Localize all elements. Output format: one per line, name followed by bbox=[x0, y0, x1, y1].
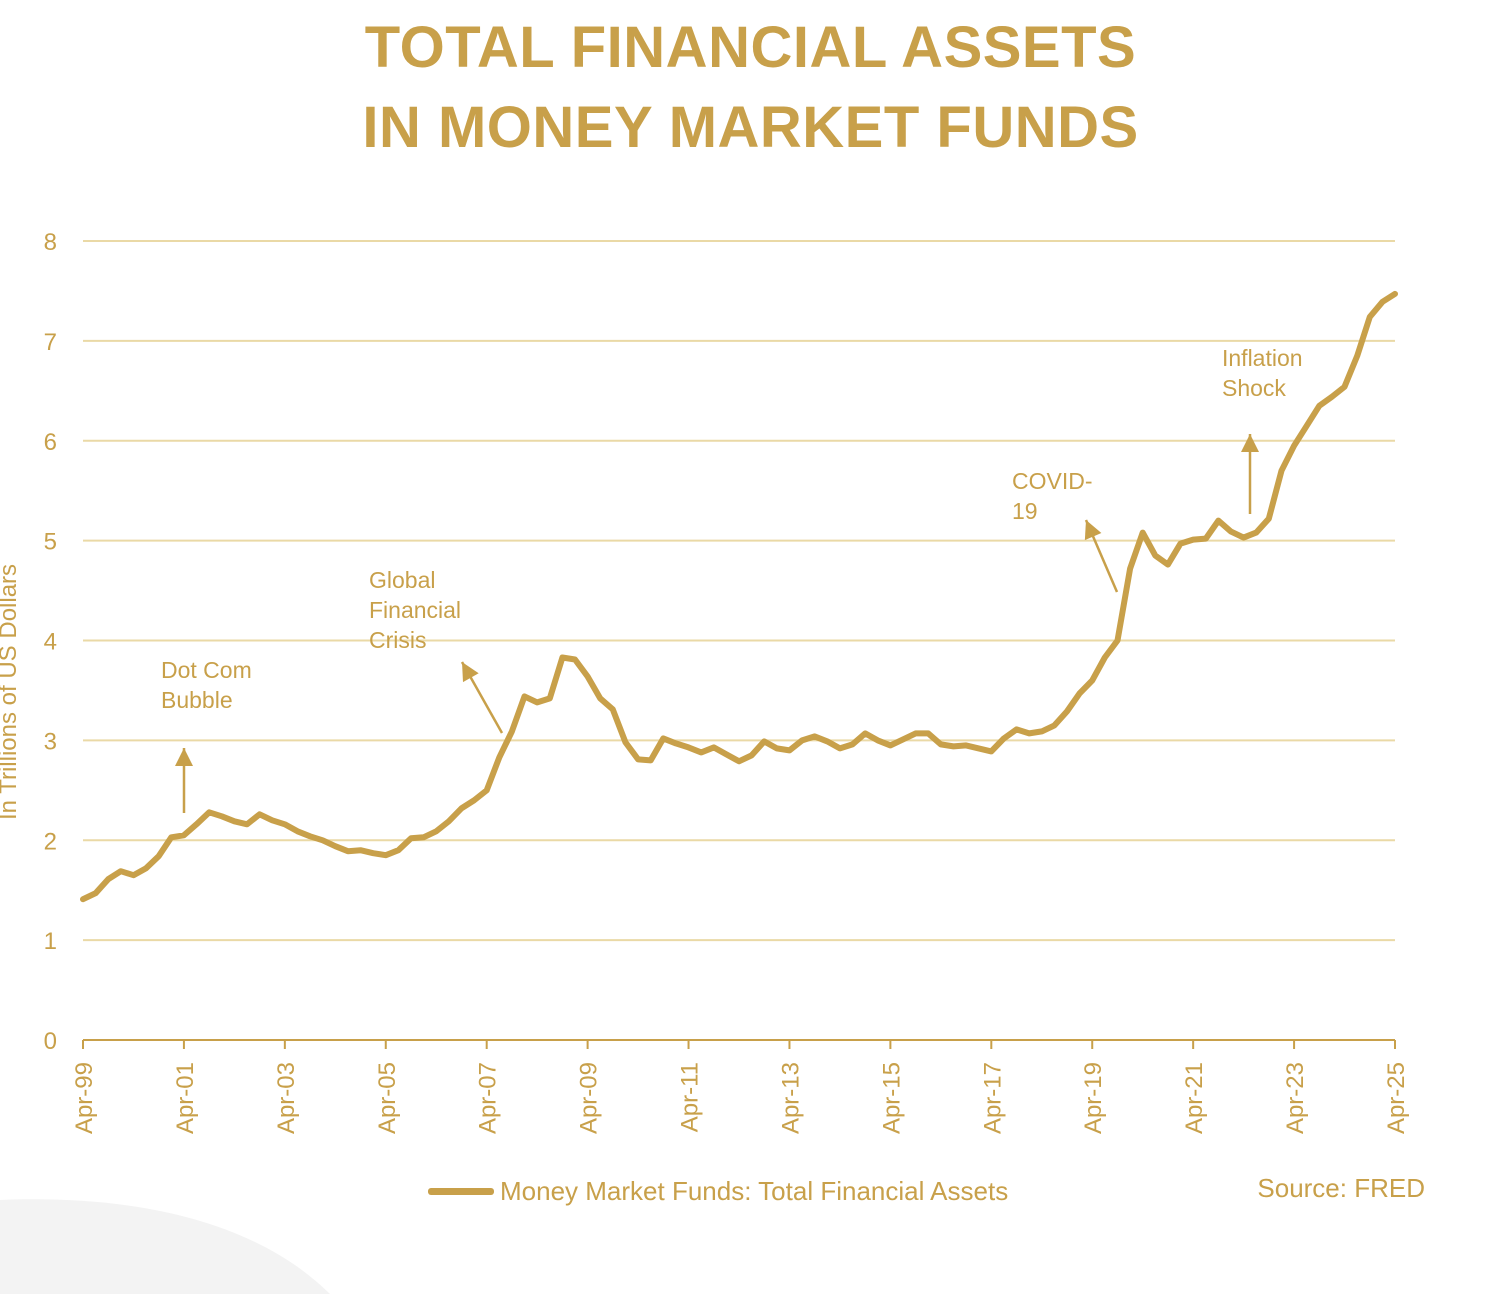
title-line-2: IN MONEY MARKET FUNDS bbox=[362, 95, 1139, 160]
x-tick-label: Apr-19 bbox=[1080, 1062, 1107, 1134]
annotation-arrowhead bbox=[175, 748, 193, 766]
y-tick-label: 6 bbox=[44, 429, 57, 456]
annotation-text: Dot Com bbox=[161, 657, 252, 683]
y-tick-label: 2 bbox=[44, 828, 57, 855]
y-tick-label: 5 bbox=[44, 529, 57, 556]
legend-label: Money Market Funds: Total Financial Asse… bbox=[500, 1176, 1009, 1206]
y-tick-label: 0 bbox=[44, 1028, 57, 1055]
title-line-1: TOTAL FINANCIAL ASSETS bbox=[364, 15, 1137, 80]
annotation-arrowhead bbox=[1241, 434, 1259, 452]
source-note: Source: FRED bbox=[1257, 1173, 1425, 1203]
annotation-text: COVID- bbox=[1012, 468, 1093, 494]
x-tick-label: Apr-15 bbox=[878, 1062, 905, 1134]
x-tick-label: Apr-03 bbox=[273, 1062, 300, 1134]
annotation-arrowhead bbox=[462, 662, 479, 683]
y-tick-label: 1 bbox=[44, 928, 57, 955]
x-tick-label: Apr-99 bbox=[71, 1062, 98, 1134]
annotation-text: Crisis bbox=[369, 627, 427, 653]
x-tick-label: Apr-01 bbox=[172, 1062, 199, 1134]
annotation-text: Global bbox=[369, 567, 435, 593]
series-line bbox=[80, 290, 1398, 903]
annotation-text: 19 bbox=[1012, 498, 1038, 524]
y-tick-label: 7 bbox=[44, 329, 57, 356]
y-tick-label: 8 bbox=[44, 229, 57, 256]
x-tick-label: Apr-13 bbox=[777, 1062, 804, 1134]
annotation-text: Financial bbox=[369, 597, 461, 623]
x-tick-label: Apr-07 bbox=[475, 1062, 502, 1134]
x-tick-label: Apr-09 bbox=[576, 1062, 603, 1134]
legend: Money Market Funds: Total Financial Asse… bbox=[428, 1176, 1008, 1207]
x-tick-label: Apr-23 bbox=[1282, 1062, 1309, 1134]
annotation-text: Shock bbox=[1222, 375, 1286, 401]
y-tick-label: 4 bbox=[44, 629, 57, 656]
x-tick-label: Apr-05 bbox=[374, 1062, 401, 1134]
annotation-text: Bubble bbox=[161, 687, 233, 713]
y-tick-label: 3 bbox=[44, 728, 57, 755]
x-tick-label: Apr-17 bbox=[979, 1062, 1006, 1134]
legend-swatch bbox=[428, 1188, 494, 1195]
y-axis-title: In Trillions of US Dollars bbox=[0, 564, 22, 820]
annotation-text: Inflation bbox=[1222, 345, 1303, 371]
chart-title: TOTAL FINANCIAL ASSETS IN MONEY MARKET F… bbox=[0, 8, 1501, 168]
annotation-arrowhead bbox=[1084, 520, 1102, 541]
x-tick-label: Apr-25 bbox=[1383, 1062, 1410, 1134]
x-tick-label: Apr-21 bbox=[1181, 1062, 1208, 1134]
x-tick-label: Apr-11 bbox=[677, 1062, 704, 1132]
